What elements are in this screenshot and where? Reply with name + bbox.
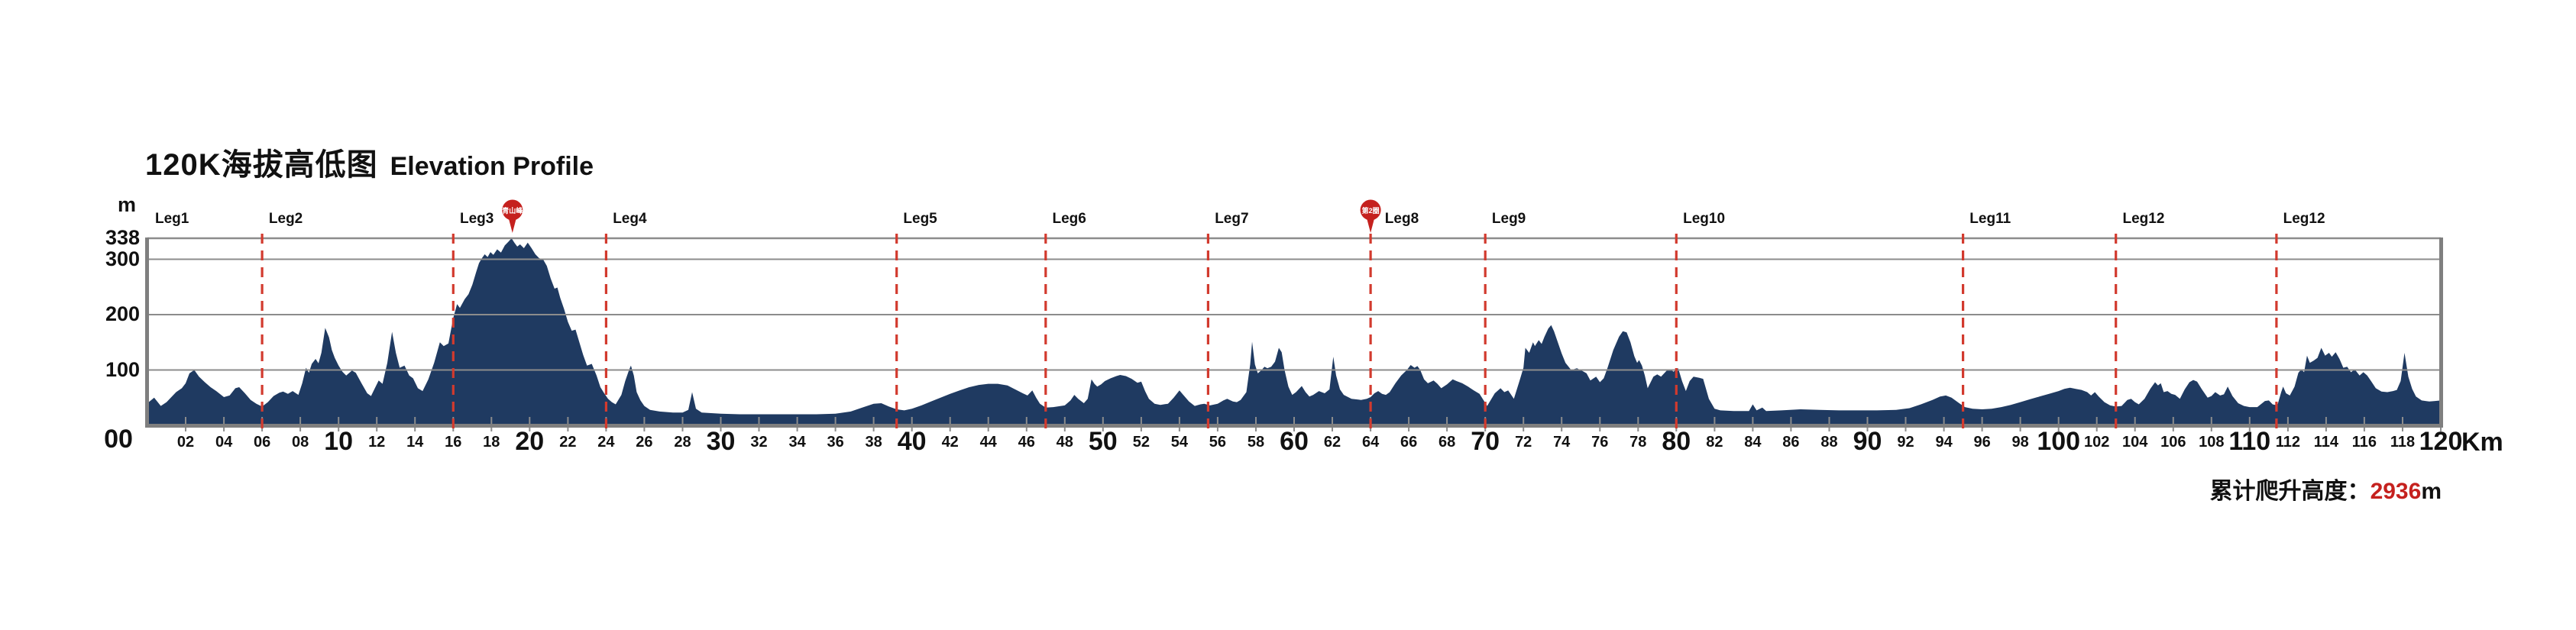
x-tick-label-major: 30 <box>706 427 736 456</box>
x-tick-label: 24 <box>597 434 615 451</box>
x-tick-label: 34 <box>788 434 806 451</box>
x-tick-label: 22 <box>559 434 577 451</box>
x-tick-label: 12 <box>368 434 386 451</box>
pin-tail <box>1366 217 1375 233</box>
y-tick-label: 338 <box>105 226 140 249</box>
x-tick-label: 64 <box>1361 434 1380 451</box>
x-tick-label-major: 110 <box>2228 427 2271 456</box>
leg-label: Leg1 <box>155 211 189 227</box>
x-tick-label: 14 <box>406 434 424 451</box>
leg-label: Leg8 <box>1384 211 1419 227</box>
x-tick-label-major: 70 <box>1471 427 1500 456</box>
y-tick-label: 200 <box>105 302 140 325</box>
x-tick-label: 102 <box>2084 434 2110 451</box>
x-tick-label: 104 <box>2122 434 2148 451</box>
x-tick-label: 72 <box>1515 434 1532 451</box>
x-tick-label: 114 <box>2313 434 2339 451</box>
x-tick-label: 38 <box>865 434 882 451</box>
y-tick-label: 100 <box>105 357 140 381</box>
pin-tail <box>508 217 517 233</box>
leg-label: Leg7 <box>1215 211 1249 227</box>
x-tick-label: 74 <box>1553 434 1571 451</box>
x-tick-label: 56 <box>1209 434 1227 451</box>
x-tick-label: 28 <box>674 434 691 451</box>
page-title: 120K海拔高低图 Elevation Profile <box>145 140 594 184</box>
leg-label: Leg12 <box>2283 211 2325 227</box>
chart-right-border <box>2439 237 2443 428</box>
x-tick-label-major: 20 <box>515 427 545 456</box>
x-tick-label: 116 <box>2351 434 2377 451</box>
title-chinese: 120K海拔高低图 <box>145 148 378 182</box>
x-tick-label: 36 <box>827 434 844 451</box>
pin-label: 青山峰 <box>502 207 523 215</box>
x-tick-label-major: 60 <box>1280 427 1309 456</box>
x-tick-label: 04 <box>215 434 233 451</box>
x-tick-label: 46 <box>1018 434 1035 451</box>
x-tick-label: 86 <box>1782 434 1800 451</box>
x-tick-label: 58 <box>1247 434 1265 451</box>
cumulative-gain-unit: m <box>2421 479 2442 504</box>
x-tick-label-major: 120 <box>2419 427 2463 456</box>
chart-bottom-border <box>145 424 2443 428</box>
leg-label: Leg3 <box>460 211 494 227</box>
x-tick-label: 54 <box>1170 434 1189 451</box>
x-tick-label: 68 <box>1438 434 1456 451</box>
x-tick-label: 94 <box>1935 434 1953 451</box>
y-axis-unit: m <box>117 193 136 216</box>
x-tick-label-major: 10 <box>324 427 354 456</box>
cumulative-gain-summary: 累计爬升高度：2936m <box>2210 472 2442 506</box>
x-tick-label-major: 50 <box>1088 427 1118 456</box>
leg-label: Leg2 <box>268 211 303 227</box>
x-tick-label: 52 <box>1132 434 1150 451</box>
x-tick-label: 44 <box>979 434 997 451</box>
x-tick-label: 106 <box>2160 434 2186 451</box>
x-tick-label: 32 <box>750 434 768 451</box>
x-tick-label: 96 <box>1973 434 1991 451</box>
cumulative-gain-label: 累计爬升高度： <box>2209 479 2371 504</box>
pin-label: 第2圈 <box>1361 207 1380 215</box>
leg-label: Leg12 <box>2122 211 2165 227</box>
x-tick-label-major: 40 <box>897 427 927 456</box>
x-axis-unit: Km <box>2461 428 2503 457</box>
x-tick-label: 16 <box>445 434 462 451</box>
x-tick-label: 112 <box>2275 434 2301 451</box>
title-english: Elevation Profile <box>390 152 594 181</box>
leg-label: Leg9 <box>1491 211 1526 227</box>
x-tick-label: 92 <box>1897 434 1914 451</box>
x-tick-label: 98 <box>2011 434 2029 451</box>
pin-icon <box>1360 199 1381 221</box>
x-tick-label-major: 90 <box>1853 427 1882 456</box>
leg-label: Leg6 <box>1052 211 1086 227</box>
x-tick-label: 26 <box>636 434 653 451</box>
y-tick-label: 300 <box>105 247 140 270</box>
x-tick-label: 06 <box>253 434 271 451</box>
x-tick-label: 42 <box>941 434 959 451</box>
x-tick-label: 66 <box>1400 434 1418 451</box>
leg-label: Leg4 <box>613 211 647 227</box>
x-tick-label: 78 <box>1629 434 1647 451</box>
pin-icon <box>502 199 523 221</box>
x-tick-label: 02 <box>176 434 195 451</box>
leg-label: Leg5 <box>903 211 937 227</box>
leg-label: Leg10 <box>1683 211 1726 227</box>
x-tick-label: 48 <box>1056 434 1073 451</box>
x-tick-label: 76 <box>1591 434 1609 451</box>
x-tick-label-major: 100 <box>2037 427 2081 456</box>
x-tick-label: 118 <box>2390 434 2416 451</box>
x-tick-label: 62 <box>1323 434 1341 451</box>
x-tick-label: 108 <box>2199 434 2225 451</box>
x-tick-label: 18 <box>483 434 500 451</box>
x-axis-origin-label: 00 <box>104 425 133 454</box>
x-tick-label: 84 <box>1744 434 1762 451</box>
x-tick-label-major: 80 <box>1662 427 1691 456</box>
x-tick-label: 88 <box>1820 434 1838 451</box>
elevation-area <box>147 238 2441 425</box>
x-tick-label: 08 <box>291 434 309 451</box>
chart-left-border <box>145 237 149 428</box>
leg-label: Leg11 <box>1969 211 2011 227</box>
cumulative-gain-value: 2936 <box>2370 479 2422 504</box>
x-tick-label: 82 <box>1706 434 1723 451</box>
